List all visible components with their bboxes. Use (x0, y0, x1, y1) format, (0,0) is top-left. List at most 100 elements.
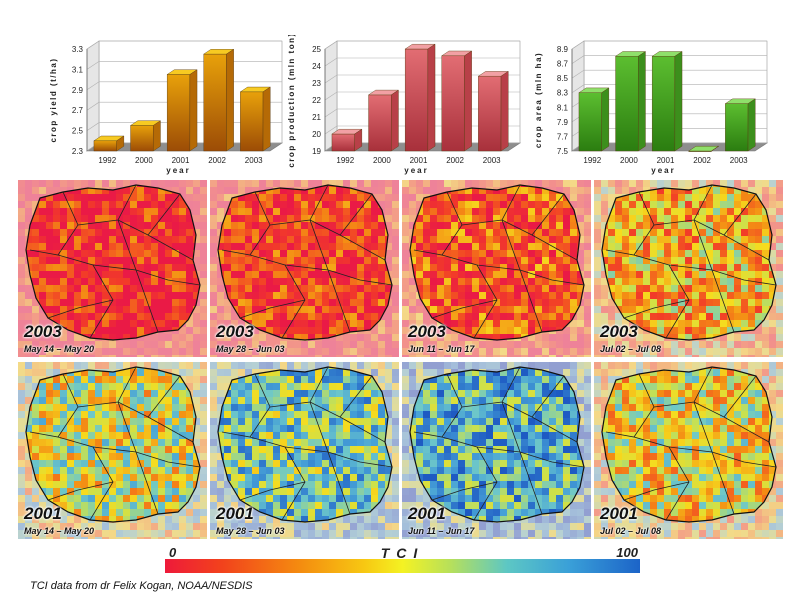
region-border (249, 436, 306, 521)
tci-map (594, 362, 783, 539)
region-border (431, 299, 498, 319)
x-tick-label: 1992 (336, 156, 354, 165)
tci-map (210, 180, 399, 357)
bar-2001 (404, 43, 436, 152)
x-axis-title: year (651, 166, 675, 175)
bar-1992 (331, 128, 363, 152)
scale-title: TCI (380, 545, 425, 561)
gridline (324, 40, 520, 50)
y-tick-label: 2.7 (72, 106, 84, 115)
x-tick-label: 1992 (98, 156, 116, 165)
x-tick-label: 2002 (446, 156, 464, 165)
x-tick-label: 1992 (583, 156, 601, 165)
map-year-label: 2001 (408, 504, 446, 523)
tci-map-panel: 2001 May 14 – May 20 (18, 362, 207, 539)
crop-yield-chart-svg: 2.3 2.5 2.7 2.9 3.1 3.3 1992 2000 2001 2002 2003 ye… (49, 40, 283, 175)
bar-front (404, 48, 429, 152)
map-year-label: 2003 (24, 322, 62, 341)
bar-front (651, 56, 676, 152)
region-border (29, 191, 79, 256)
region-border (57, 254, 114, 339)
gridline (571, 84, 767, 93)
x-tick-label: 2002 (208, 156, 226, 165)
region-border (723, 416, 770, 443)
map-date-range: Jul 02 – Jul 08 (600, 344, 662, 354)
gridline (571, 40, 767, 50)
tci-map (594, 180, 783, 357)
tci-color-scale: 0 TCI 100 (165, 545, 640, 575)
map-date-range: Jul 02 – Jul 08 (600, 526, 662, 536)
region-border (339, 416, 386, 443)
y-tick-label: 24 (312, 62, 321, 71)
gridline (86, 40, 282, 50)
y-tick-label: 8.9 (557, 45, 569, 54)
x-tick-label: 2001 (172, 156, 190, 165)
region-border (221, 191, 271, 256)
gridline (571, 55, 767, 64)
bar-front (478, 76, 502, 152)
bar-front (203, 53, 227, 152)
region-border (309, 401, 329, 453)
bar-side (500, 71, 509, 152)
bar-side (638, 51, 646, 152)
tci-map (18, 180, 207, 357)
bar-side (262, 86, 271, 152)
x-tick-label: 2000 (620, 156, 638, 165)
crop-yield-chart: 2.3 2.5 2.7 2.9 3.1 3.3 1992 2000 2001 2002 2003 ye… (45, 35, 295, 175)
map-year-label: 2001 (216, 504, 254, 523)
y-tick-label: 22 (312, 96, 321, 105)
data-credit: TCI data from dr Felix Kogan, NOAA/NESDI… (30, 580, 253, 592)
map-date-range: May 14 – May 20 (24, 344, 95, 354)
tci-map-panel: 2001 Jun 11 – Jun 17 (402, 362, 591, 539)
tci-map (402, 180, 591, 357)
x-tick-label: 2002 (693, 156, 711, 165)
region-border (47, 481, 114, 501)
map-date-range: Jun 11 – Jun 17 (408, 344, 475, 354)
tci-map-panel: 2003 May 28 – Jun 03 (210, 180, 399, 357)
y-axis-title: crop area (mln ha) (534, 52, 543, 148)
scale-min-label: 0 (169, 545, 177, 560)
region-border (117, 219, 137, 271)
region-border (441, 254, 498, 339)
region-border (135, 269, 201, 286)
y-tick-label: 8.5 (557, 74, 569, 83)
region-border (239, 481, 306, 501)
y-tick-label: 19 (312, 147, 321, 156)
x-tick-label: 2003 (483, 156, 501, 165)
region-border (693, 401, 713, 453)
bar-2003 (477, 71, 509, 152)
map-country-pixels (26, 185, 200, 340)
bar-2000 (129, 120, 162, 152)
region-border (723, 234, 770, 261)
map-date-range: Jun 11 – Jun 17 (408, 526, 475, 536)
region-border (531, 234, 578, 261)
map-year-label: 2001 (24, 504, 62, 523)
region-border (327, 451, 393, 468)
crop-production-chart: 19 20 21 22 23 24 25 1992 2000 2001 2002 2003 year cr… (283, 35, 533, 175)
scale-max-label: 100 (616, 545, 638, 560)
tci-gradient-bar (165, 559, 640, 573)
bar-2003 (239, 86, 271, 152)
bar-side (711, 146, 719, 152)
region-border (605, 191, 655, 256)
y-tick-label: 7.9 (557, 118, 569, 127)
bar-side (601, 87, 610, 152)
bar-side (427, 43, 436, 152)
region-border (519, 451, 585, 468)
region-border (327, 269, 393, 286)
bar-front (368, 94, 392, 152)
tci-map-panel: 2003 Jul 02 – Jul 08 (594, 180, 783, 357)
tci-map (402, 362, 591, 539)
bar-front (166, 74, 191, 152)
tci-map-panel: 2003 Jun 11 – Jun 17 (402, 180, 591, 357)
region-border (605, 373, 655, 438)
region-border (413, 191, 463, 256)
bar-1992 (93, 135, 125, 152)
x-axis-title: year (404, 166, 428, 175)
region-border (711, 451, 777, 468)
bar-side (189, 69, 198, 152)
region-border (147, 234, 194, 261)
x-tick-label: 2001 (410, 156, 428, 165)
tci-map-grid: 2003 May 14 – May 20 2003 May 28 – Jun 0… (18, 180, 783, 540)
bar-front (93, 140, 117, 152)
